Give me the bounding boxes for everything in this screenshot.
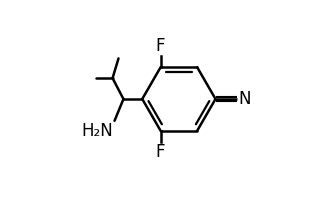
Text: F: F (156, 37, 165, 55)
Text: N: N (238, 90, 251, 108)
Text: H₂N: H₂N (81, 122, 113, 140)
Text: F: F (156, 143, 165, 161)
